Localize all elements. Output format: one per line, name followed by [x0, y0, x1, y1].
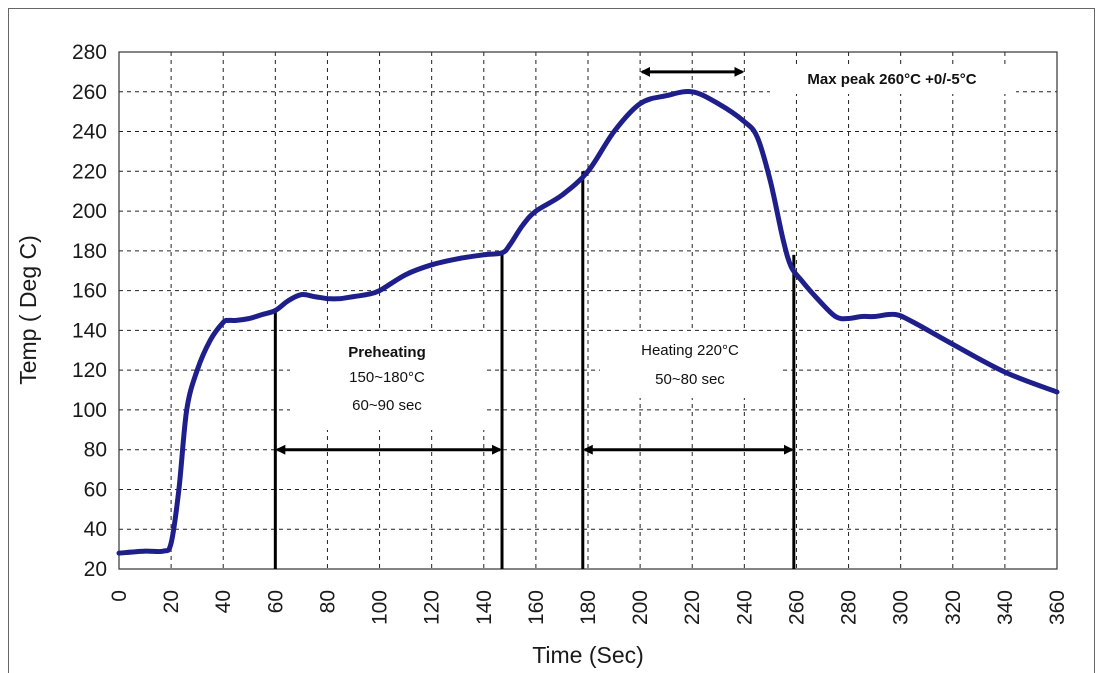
temperature-profile-line [116, 88, 1060, 556]
x-tick-label-220: 220 [681, 590, 704, 625]
peak-label: Max peak 260°C +0/-5°C [807, 71, 976, 88]
y-tick-label-60: 60 [84, 478, 107, 501]
y-tick-label-180: 180 [72, 240, 107, 263]
y-tick-label-260: 260 [72, 81, 107, 104]
x-tick-label-340: 340 [994, 590, 1017, 625]
preheat-title: Preheating [348, 344, 426, 361]
preheat-time: 60~90 sec [352, 397, 422, 414]
x-tick-label-140: 140 [473, 590, 496, 625]
y-tick-label-200: 200 [72, 200, 107, 223]
heat-label-box [600, 332, 780, 398]
x-tick-label-260: 260 [785, 590, 808, 625]
y-tick-label-40: 40 [84, 518, 107, 541]
x-tick-label-100: 100 [369, 590, 392, 625]
y-axis-title: Temp ( Deg C) [15, 235, 41, 385]
preheat-temp: 150~180°C [349, 369, 425, 386]
x-tick-label-120: 120 [421, 590, 444, 625]
y-tick-label-80: 80 [84, 439, 107, 462]
x-tick-label-160: 160 [525, 590, 548, 625]
peak-label-box [770, 64, 1016, 94]
y-tick-label-220: 220 [72, 160, 107, 183]
chart-frame [8, 8, 1095, 673]
x-tick-label-240: 240 [733, 590, 756, 625]
preheat-label-box [290, 332, 485, 430]
series-layer [116, 88, 1060, 556]
x-tick-label-360: 360 [1046, 590, 1069, 625]
grid-lines [119, 52, 1057, 569]
y-tick-label-20: 20 [84, 558, 107, 581]
x-tick-label-80: 80 [316, 590, 339, 613]
y-tick-label-280: 280 [72, 41, 107, 64]
y-tick-label-160: 160 [72, 280, 107, 303]
x-tick-label-300: 300 [890, 590, 913, 625]
x-axis-title: Time (Sec) [532, 642, 644, 668]
x-tick-label-320: 320 [942, 590, 965, 625]
annotation-markers [273, 66, 796, 569]
x-tick-label-20: 20 [160, 590, 183, 613]
x-tick-label-280: 280 [838, 590, 861, 625]
y-tick-label-240: 240 [72, 121, 107, 144]
y-tick-label-140: 140 [72, 319, 107, 342]
plot-border [118, 51, 1058, 570]
x-tick-label-200: 200 [629, 590, 652, 625]
annotation-labels: Max peak 260°C +0/-5°C Preheating 150~18… [348, 71, 977, 414]
x-tick-label-0: 0 [108, 590, 131, 602]
heat-title: Heating 220°C [641, 342, 739, 359]
x-tick-label-180: 180 [577, 590, 600, 625]
heat-time: 50~80 sec [655, 371, 725, 388]
x-tick-label-40: 40 [212, 590, 235, 613]
annotation-boxes [290, 64, 1016, 430]
y-tick-label-100: 100 [72, 399, 107, 422]
y-tick-label-120: 120 [72, 359, 107, 382]
x-tick-label-60: 60 [264, 590, 287, 613]
